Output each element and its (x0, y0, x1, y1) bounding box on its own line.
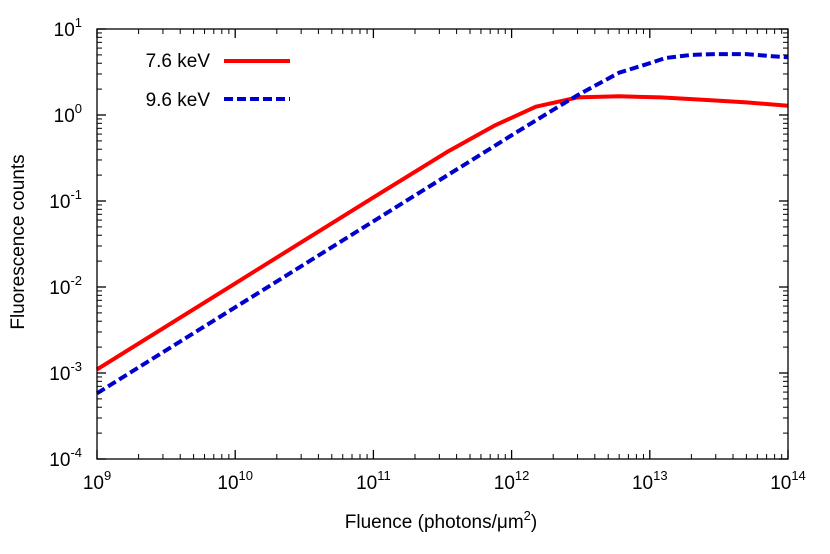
x-tick-label: 1012 (494, 468, 530, 494)
x-tick-labels: 109 1010 1011 1012 1013 1014 (83, 468, 806, 494)
series-line-1 (95, 94, 789, 372)
x-tick-label: 1013 (632, 468, 668, 494)
legend-label-7.6-kev: 7.6 keV (146, 51, 211, 72)
x-axis-title: Fluence (photons/μm2) (345, 508, 537, 533)
y-tick-label: 10-3 (49, 359, 82, 385)
x-tick-label: 1010 (217, 468, 253, 494)
plot-frame (96, 28, 789, 460)
x-tick-label: 1014 (770, 468, 806, 494)
y-tick-label: 100 (54, 101, 82, 127)
tick-marks (96, 28, 789, 460)
series-layer (95, 52, 789, 395)
legend: 7.6 keV 9.6 keV (146, 51, 290, 111)
legend-entry-1: 7.6 keV (146, 51, 290, 72)
legend-label-9.6-kev: 9.6 keV (146, 90, 211, 111)
y-axis-title: Fluorescence counts (8, 154, 29, 329)
y-tick-label: 10-4 (49, 445, 82, 471)
y-tick-labels: 10-4 10-3 10-2 10-1 100 101 (49, 15, 82, 471)
series-line-2 (95, 52, 789, 395)
y-tick-label: 10-1 (49, 187, 82, 213)
x-tick-label: 109 (83, 468, 111, 494)
legend-entry-2: 9.6 keV (146, 90, 290, 111)
x-tick-label: 1011 (356, 468, 391, 494)
y-tick-label: 10-2 (49, 273, 82, 299)
y-tick-label: 101 (54, 15, 82, 41)
